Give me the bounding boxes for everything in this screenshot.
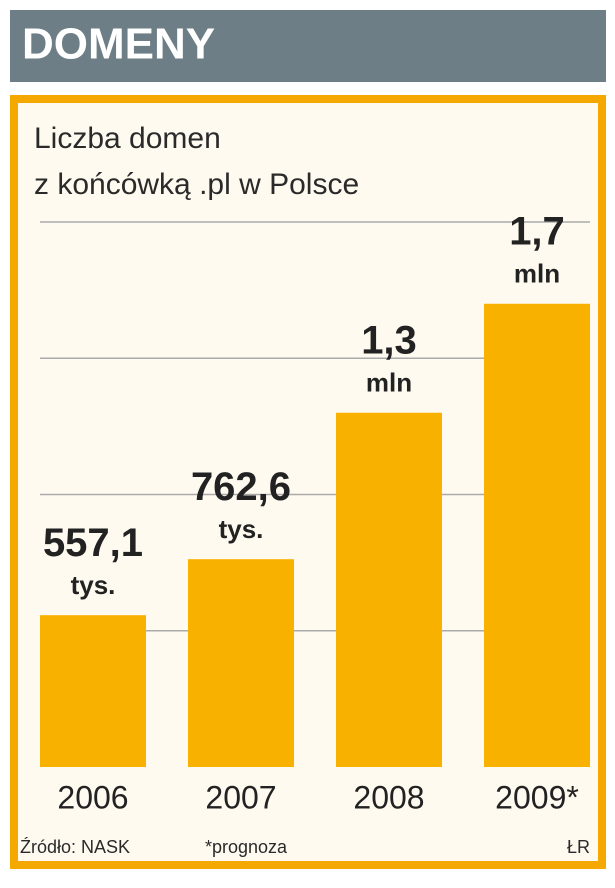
- chart-title: Liczba domen: [34, 122, 221, 155]
- bar: [40, 615, 146, 767]
- bar: [484, 303, 590, 767]
- x-tick-label: 2008: [353, 779, 424, 815]
- note: *prognoza: [205, 837, 288, 857]
- value-unit: mln: [366, 368, 412, 398]
- x-tick-label: 2006: [57, 779, 128, 815]
- x-tick-label: 2009*: [495, 779, 579, 815]
- value-label: 1,3: [361, 318, 417, 362]
- chart-title: z końcówką .pl w Polsce: [34, 168, 359, 201]
- author: ŁR: [567, 837, 590, 857]
- value-label: 557,1: [43, 521, 143, 565]
- value-unit: tys.: [219, 514, 264, 544]
- value-unit: mln: [514, 259, 560, 289]
- value-label: 1,7: [509, 209, 565, 253]
- x-tick-label: 2007: [205, 779, 276, 815]
- bar: [188, 559, 294, 767]
- source: Źródło: NASK: [20, 837, 130, 857]
- value-label: 762,6: [191, 465, 291, 509]
- value-unit: tys.: [71, 570, 116, 600]
- bar: [336, 412, 442, 767]
- header: DOMENY: [22, 20, 215, 69]
- header-bar: [10, 10, 606, 82]
